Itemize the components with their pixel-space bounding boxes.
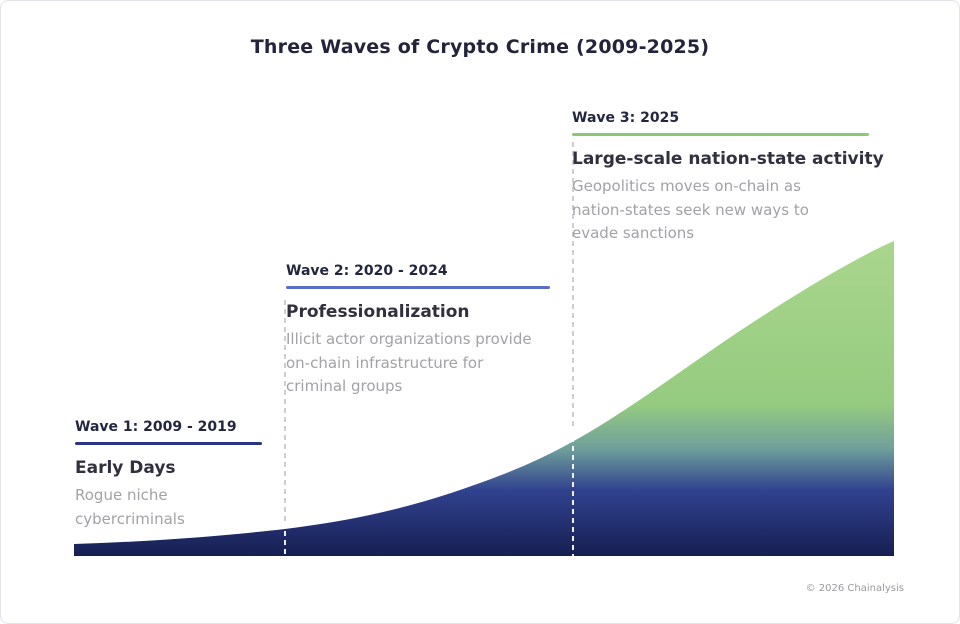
wave1-block: Wave 1: 2009 - 2019 Early Days Rogue nic… [75,419,295,531]
wave2-label: Wave 2: 2020 - 2024 [286,263,448,279]
wave3-accent-underline [572,133,869,136]
wave2-divider-dashed-line-on-area [284,522,286,556]
wave3-label: Wave 3: 2025 [572,110,680,126]
wave2-accent-underline [286,286,550,289]
wave1-accent-underline [75,442,262,445]
wave3-block: Wave 3: 2025 Large-scale nation-state ac… [572,110,902,246]
wave2-divider-dashed-line [284,300,286,522]
wave2-heading: Professionalization [286,302,470,322]
wave2-block: Wave 2: 2020 - 2024 Professionalization … [286,263,566,399]
wave3-description: Geopolitics moves on-chain as nation-sta… [572,177,809,243]
wave3-heading: Large-scale nation-state activity [572,149,884,169]
crime-growth-area-chart [74,241,894,556]
wave1-description: Rogue niche cybercriminals [75,486,185,528]
wave1-label: Wave 1: 2009 - 2019 [75,419,237,435]
wave3-divider-dashed-line-on-area [572,428,574,556]
copyright-text: © 2026 Chainalysis [805,583,904,594]
wave3-divider-dashed-line [572,142,574,428]
wave2-description: Illicit actor organizations provide on-c… [286,330,532,396]
page-title: Three Waves of Crypto Crime (2009-2025) [250,36,710,58]
wave1-heading: Early Days [75,458,176,478]
growth-area-shape [74,241,894,556]
